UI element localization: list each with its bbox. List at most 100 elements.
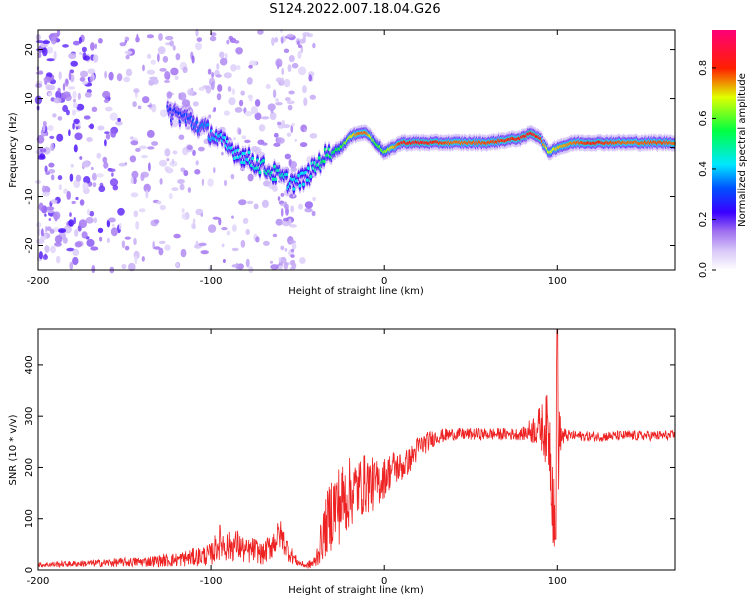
noise-cell — [81, 160, 91, 168]
noise-cell — [216, 93, 222, 101]
noise-cell — [130, 176, 134, 184]
noise-cell — [207, 68, 212, 75]
noise-cell — [222, 259, 226, 263]
noise-cell — [284, 97, 291, 102]
noise-cell — [159, 178, 163, 185]
noise-cell — [166, 158, 170, 162]
noise-cell — [89, 123, 94, 130]
noise-cell — [263, 240, 270, 246]
ridge-cell — [251, 156, 255, 161]
colorbar-tick-label: 0.4 — [698, 161, 709, 177]
noise-cell — [108, 217, 116, 223]
noise-cell — [42, 185, 46, 192]
noise-cell — [133, 237, 137, 246]
noise-cell — [79, 199, 85, 206]
noise-cell — [175, 262, 180, 267]
noise-cell — [177, 179, 185, 184]
noise-cell — [108, 168, 116, 172]
noise-cell — [215, 74, 222, 78]
noise-cell — [209, 35, 217, 42]
ridge-cell — [285, 172, 288, 177]
noise-cell — [298, 203, 303, 210]
ridge-cell — [317, 156, 321, 160]
noise-cell — [42, 40, 50, 44]
noise-cell — [73, 179, 81, 189]
noise-cell — [244, 111, 253, 117]
noise-cell — [253, 203, 259, 210]
noise-cell — [108, 71, 114, 81]
noise-cell — [44, 213, 47, 217]
colorbar-ticks: 0.0 0.2 0.4 0.6 0.8 — [698, 60, 716, 278]
noise-cell — [180, 248, 187, 258]
noise-cell — [172, 150, 178, 155]
noise-cell — [36, 221, 42, 228]
noise-cell — [140, 173, 145, 182]
noise-cell — [93, 217, 98, 224]
noise-cell — [210, 32, 217, 36]
noise-cell — [50, 174, 55, 181]
noise-cell — [74, 132, 83, 141]
noise-cell — [83, 176, 91, 184]
noise-cell — [42, 125, 46, 133]
noise-cell — [45, 171, 51, 175]
noise-cell — [182, 66, 188, 74]
noise-cell — [48, 162, 55, 168]
noise-cell — [289, 224, 297, 228]
noise-cell — [245, 229, 250, 235]
noise-cell — [247, 94, 253, 99]
y-tick-label: 100 — [24, 509, 35, 528]
noise-cell — [231, 264, 240, 268]
ridge-cell — [208, 137, 212, 142]
noise-cell — [287, 104, 293, 111]
noise-cell — [159, 204, 166, 211]
noise-cell — [118, 162, 127, 167]
noise-cell — [121, 263, 127, 270]
noise-cell — [304, 207, 313, 213]
noise-cell — [269, 112, 277, 121]
noise-cell — [312, 196, 316, 202]
noise-cell — [201, 178, 205, 186]
noise-cell — [46, 206, 55, 211]
ridge-cell — [168, 107, 172, 111]
noise-cell — [281, 119, 286, 129]
noise-cell — [124, 236, 131, 240]
noise-cell — [56, 29, 61, 37]
noise-cell — [281, 67, 285, 76]
snr-y-label: SNR (10 * v/v) — [8, 414, 19, 485]
noise-cell — [151, 103, 157, 113]
noise-cell — [142, 64, 145, 72]
noise-cell — [299, 142, 308, 148]
noise-cell — [40, 236, 47, 241]
noise-cell — [223, 179, 228, 187]
noise-cell — [200, 213, 204, 217]
noise-cell — [91, 172, 97, 181]
noise-cell — [52, 211, 61, 220]
noise-cell — [83, 115, 91, 120]
noise-cell — [164, 244, 171, 251]
noise-cell — [288, 90, 295, 95]
noise-cell — [49, 135, 55, 139]
ridge-cell — [298, 183, 302, 188]
noise-cell — [244, 139, 251, 144]
x-tick-label: 0 — [381, 576, 387, 587]
colorbar-tick-label: 0.6 — [698, 110, 709, 126]
ridge-cell — [258, 170, 262, 174]
noise-cell — [195, 160, 199, 166]
noise-cell — [128, 262, 136, 272]
noise-cell — [50, 36, 57, 45]
noise-cell — [269, 260, 274, 264]
noise-cell — [86, 137, 92, 142]
noise-cell — [109, 112, 118, 121]
x-tick-label: -100 — [200, 276, 223, 287]
noise-cell — [174, 75, 179, 81]
noise-cell — [38, 70, 44, 75]
noise-cell — [129, 155, 137, 163]
noise-cell — [250, 106, 258, 115]
noise-cell — [103, 161, 109, 169]
ridge-cell — [262, 158, 265, 163]
noise-cell — [150, 59, 156, 65]
noise-cell — [304, 201, 313, 209]
noise-cell — [131, 170, 139, 179]
noise-cell — [66, 190, 71, 200]
noise-cell — [157, 53, 160, 63]
